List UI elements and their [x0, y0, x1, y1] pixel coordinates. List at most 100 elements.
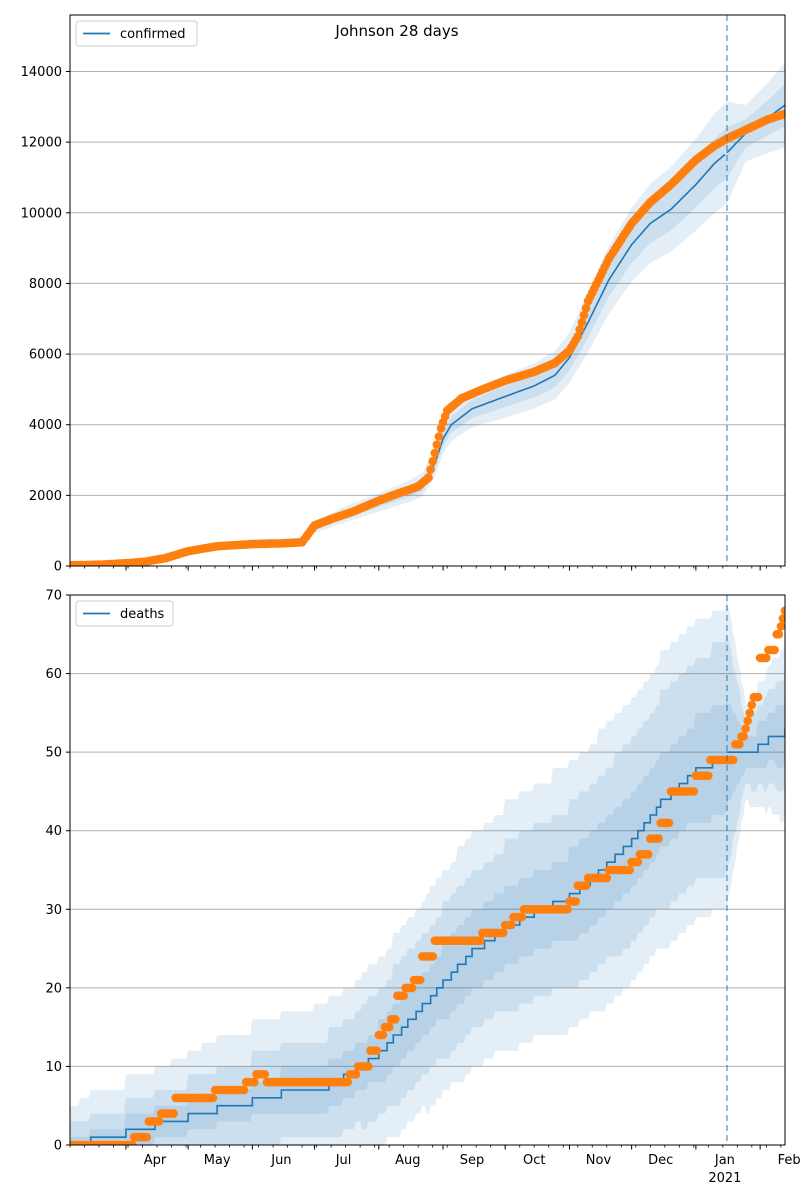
- observed-point: [517, 912, 527, 922]
- observed-point: [780, 109, 785, 119]
- y-tick-label: 60: [45, 667, 62, 682]
- legend-box: [75, 20, 198, 47]
- y-tick-label: 30: [45, 903, 62, 918]
- uncertainty-band: [70, 83, 785, 566]
- observed-point: [142, 1132, 151, 1142]
- y-tick-label: 8000: [29, 277, 62, 292]
- observed-point: [343, 1077, 353, 1087]
- observed-point: [239, 1085, 249, 1095]
- observed-point: [654, 834, 663, 843]
- observed-point: [364, 1062, 373, 1071]
- observed-point: [208, 1093, 218, 1103]
- observed-point: [747, 700, 757, 710]
- observed-point: [633, 857, 643, 867]
- observed-point: [415, 975, 425, 985]
- observed-point: [664, 818, 674, 828]
- observed-point: [498, 928, 508, 938]
- observed-point: [581, 881, 591, 890]
- observed-point: [399, 991, 409, 1000]
- observed-point: [250, 1077, 259, 1087]
- observed-point: [581, 303, 591, 313]
- observed-point: [575, 325, 585, 334]
- observed-point: [774, 630, 784, 639]
- y-tick-label: 50: [45, 746, 62, 761]
- uncertainty-band: [70, 62, 785, 566]
- observed-point: [260, 1070, 270, 1079]
- observed-point: [728, 755, 738, 765]
- observed-point: [378, 1030, 388, 1040]
- observed-point: [689, 787, 699, 796]
- observed-point: [154, 1117, 164, 1126]
- axes-frame: [69, 14, 786, 567]
- observed-point: [762, 653, 771, 663]
- observed-point: [507, 920, 516, 930]
- observed-point: [428, 952, 438, 961]
- y-tick-label: 0: [54, 560, 62, 575]
- plot-area: [70, 62, 785, 566]
- observed-point: [770, 645, 779, 655]
- observed-point: [127, 1140, 137, 1145]
- y-tick-label: 14000: [21, 65, 62, 80]
- y-tick-label: 6000: [29, 348, 62, 363]
- y-tick-label: 2000: [29, 489, 62, 504]
- y-tick-label: 0: [54, 1139, 62, 1154]
- axes-frame: [69, 594, 786, 1146]
- x-tick-label: Jun: [270, 1153, 291, 1168]
- y-tick-label: 20: [45, 981, 62, 996]
- legend: confirmed: [75, 20, 198, 47]
- legend-label: deaths: [120, 607, 165, 622]
- observed-point: [745, 708, 755, 718]
- observed-point: [391, 1015, 400, 1024]
- observed-point: [780, 606, 785, 615]
- observed-point: [776, 622, 785, 631]
- observed-point: [384, 1022, 394, 1032]
- observed-point: [428, 456, 438, 466]
- confirmed-panel: 0 2000 4000 6000 8000 10000 12000 14000 confirme…: [21, 14, 786, 575]
- observed-point: [426, 465, 435, 474]
- observed-point: [432, 440, 442, 450]
- x-tick-label: Sep: [460, 1153, 485, 1168]
- observed-point: [704, 771, 713, 780]
- observed-point: [476, 936, 485, 945]
- y-tick-label: 40: [45, 824, 62, 839]
- deaths-panel: 0 10 20 30 40 50 60 70 Apr May Jun Jul Aug Sep Oct Nov D…: [45, 589, 800, 1187]
- x-tick-label: Jul: [335, 1153, 352, 1168]
- observed-point: [571, 897, 580, 906]
- uncertainty-band: [70, 697, 785, 1145]
- observed-point: [563, 905, 572, 914]
- observed-point: [407, 983, 417, 993]
- observed-point: [372, 1046, 382, 1055]
- observed-point: [778, 614, 785, 623]
- observed-point: [743, 716, 752, 725]
- observed-point: [430, 448, 440, 458]
- observed-point: [351, 1070, 361, 1079]
- observed-point: [579, 310, 589, 320]
- observed-point: [741, 724, 750, 733]
- legend-label: confirmed: [120, 27, 186, 42]
- x-year-label: 2021: [708, 1171, 741, 1186]
- x-tick-label: Feb: [778, 1153, 800, 1168]
- observed-point: [573, 332, 583, 341]
- x-tick-label: Dec: [648, 1153, 673, 1168]
- uncertainty-band: [70, 634, 785, 1145]
- x-tick-label: Aug: [395, 1153, 420, 1168]
- y-tick-label: 10: [45, 1060, 62, 1075]
- observed-point: [643, 850, 653, 859]
- model-line-forecast: [726, 728, 785, 753]
- observed-point: [753, 692, 763, 702]
- x-tick-label: Jan: [714, 1153, 735, 1168]
- x-tick-label: May: [204, 1153, 231, 1168]
- observed-point: [434, 432, 444, 441]
- observed-point: [424, 473, 433, 483]
- observed-point: [169, 1109, 178, 1118]
- y-tick-label: 70: [45, 589, 62, 604]
- observed-point: [577, 318, 587, 327]
- observed-point: [739, 732, 748, 741]
- model-line: [70, 759, 725, 1145]
- x-tick-label: Nov: [586, 1153, 612, 1168]
- observed-point: [602, 873, 612, 883]
- observed-point: [625, 865, 634, 875]
- uncertainty-band: [70, 595, 785, 1145]
- x-tick-label: Apr: [144, 1153, 167, 1168]
